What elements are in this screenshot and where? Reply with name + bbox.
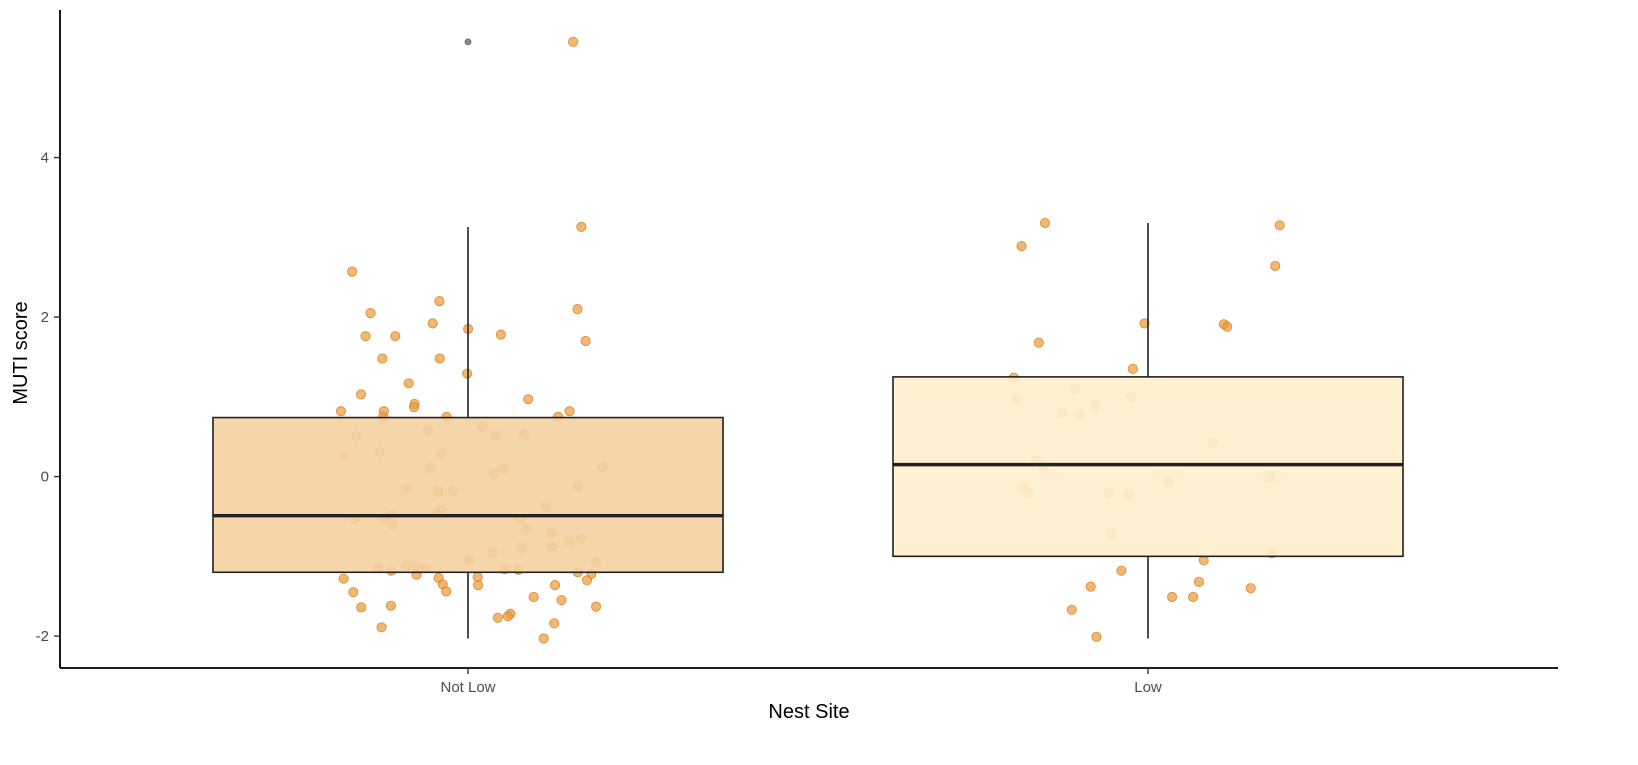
y-tick-label: 2 [41, 309, 49, 326]
data-point [441, 586, 452, 597]
box-not-low [212, 38, 724, 639]
data-point [335, 406, 347, 417]
data-point [1188, 591, 1199, 603]
data-point [1066, 604, 1077, 615]
data-point [1091, 631, 1102, 643]
data-point [403, 378, 414, 389]
data-point [1222, 321, 1233, 332]
data-point [434, 296, 445, 307]
data-point [568, 36, 579, 48]
data-point [347, 266, 358, 277]
outlier-point [464, 38, 472, 46]
ticks: -2 0 2 4 Not Low Low [36, 150, 1162, 696]
data-point [576, 221, 587, 232]
x-tick-label: Low [1134, 679, 1162, 696]
y-tick-label: 0 [41, 469, 49, 486]
data-point [528, 591, 539, 603]
data-point [376, 622, 387, 633]
data-point [1127, 363, 1139, 374]
data-point [434, 353, 445, 364]
data-point [523, 394, 534, 405]
boxes [212, 38, 1404, 639]
data-point [1033, 337, 1044, 348]
data-point [572, 304, 583, 315]
data-point [1085, 581, 1096, 592]
data-point [495, 329, 506, 340]
box-body [892, 376, 1404, 558]
data-point [473, 580, 484, 591]
data-point [556, 595, 567, 606]
y-axis-title: MUTI score [10, 301, 32, 404]
data-point [408, 402, 420, 413]
data-point [549, 618, 560, 629]
data-point [591, 601, 602, 612]
data-point [1245, 583, 1256, 594]
data-point [492, 612, 503, 623]
x-tick-label: Not Low [440, 679, 495, 696]
data-point [538, 633, 549, 644]
data-point [360, 331, 371, 342]
data-point [365, 308, 376, 319]
box-low [892, 222, 1404, 639]
data-point [580, 335, 591, 347]
data-point [1270, 260, 1281, 272]
data-point [427, 318, 438, 329]
data-point [1167, 591, 1178, 603]
data-point [502, 611, 513, 622]
data-point [1039, 217, 1051, 229]
x-axis-title: Nest Site [768, 701, 849, 723]
data-point [1274, 220, 1285, 231]
y-tick-label: 4 [41, 150, 49, 167]
data-point [549, 580, 561, 591]
data-point [1116, 565, 1127, 576]
data-point [355, 389, 367, 400]
data-point [348, 587, 359, 598]
data-point [356, 602, 367, 613]
data-point [1193, 576, 1205, 588]
data-point [1139, 318, 1150, 329]
data-point [390, 331, 401, 342]
data-point [377, 353, 388, 364]
y-tick-label: -2 [36, 628, 49, 645]
data-point [564, 406, 575, 417]
data-point [1016, 241, 1027, 252]
data-point [338, 573, 349, 584]
axes [59, 10, 1558, 669]
data-point [581, 575, 593, 586]
data-point [385, 600, 396, 611]
box-body [212, 416, 724, 574]
